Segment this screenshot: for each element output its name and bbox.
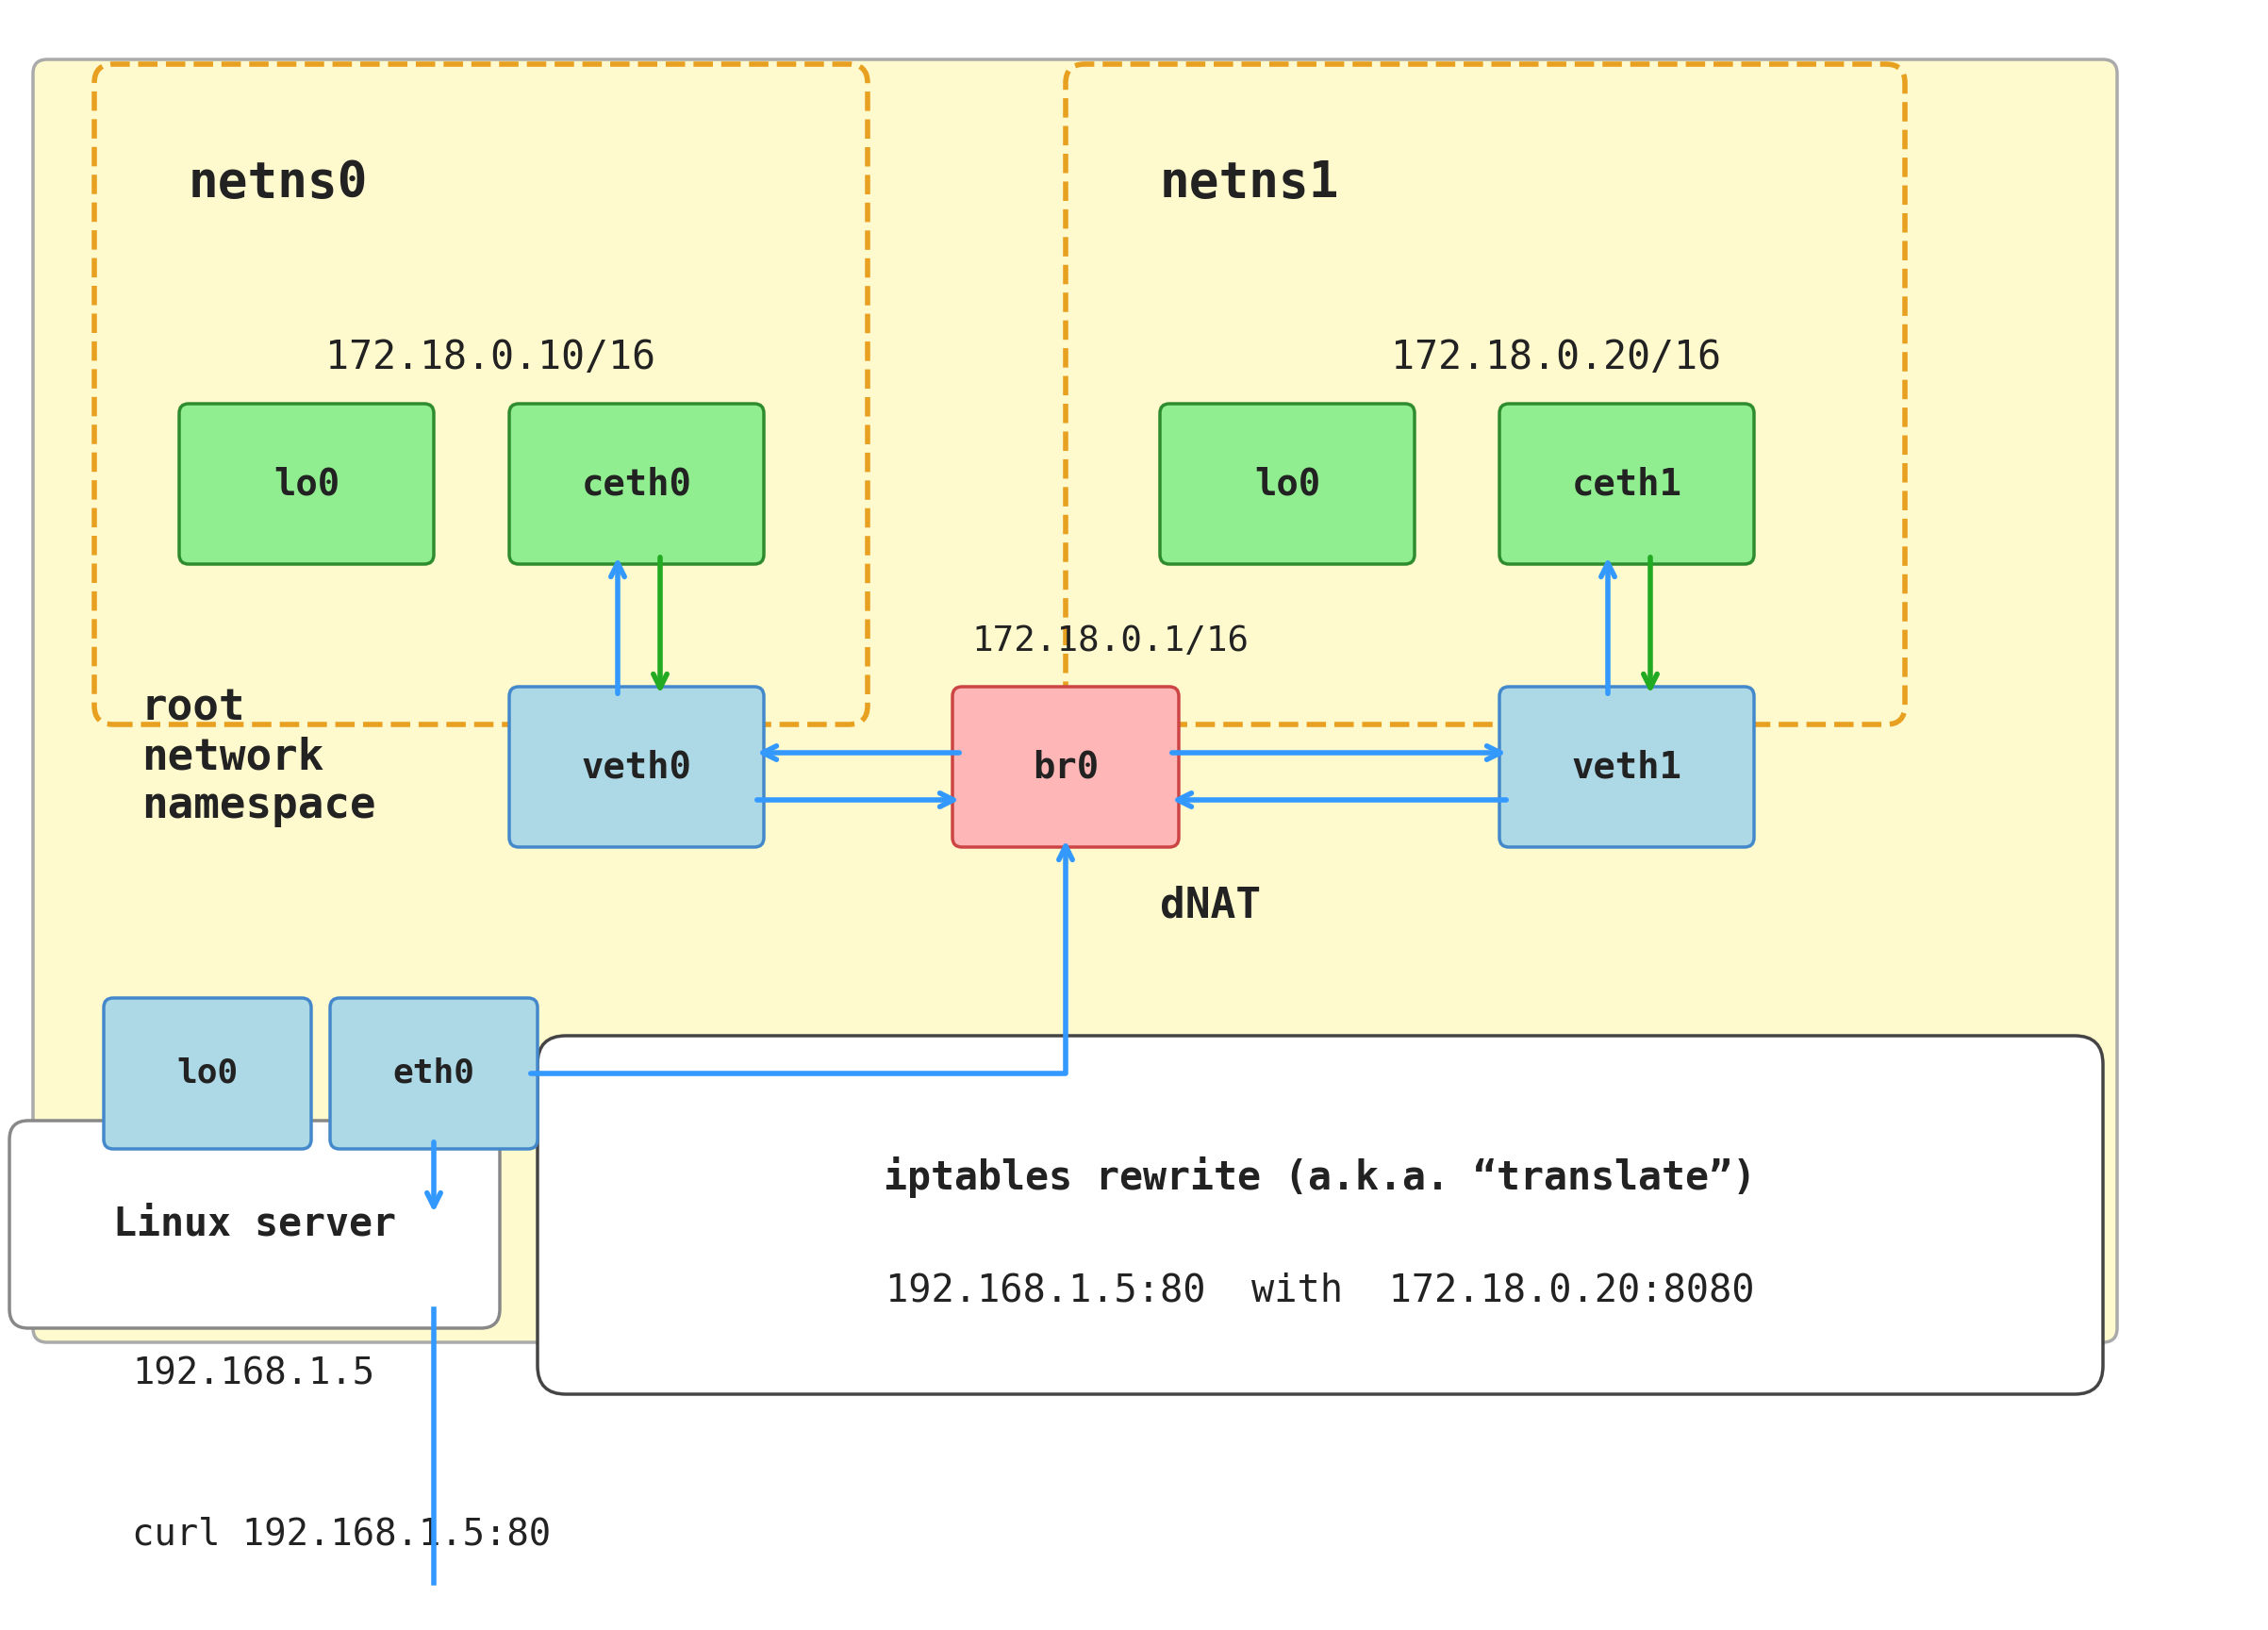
Text: dNAT: dNAT xyxy=(1159,885,1261,926)
Text: lo0: lo0 xyxy=(177,1058,238,1089)
FancyBboxPatch shape xyxy=(953,686,1179,848)
FancyBboxPatch shape xyxy=(538,1035,2102,1394)
FancyBboxPatch shape xyxy=(1499,404,1753,564)
Text: veth1: veth1 xyxy=(1572,748,1683,784)
FancyBboxPatch shape xyxy=(331,998,538,1149)
Text: ceth1: ceth1 xyxy=(1572,466,1683,502)
Text: 192.168.1.5: 192.168.1.5 xyxy=(132,1356,374,1392)
Text: 172.18.0.20/16: 172.18.0.20/16 xyxy=(1390,337,1721,377)
Text: curl 192.168.1.5:80: curl 192.168.1.5:80 xyxy=(132,1518,551,1553)
FancyBboxPatch shape xyxy=(1159,404,1415,564)
Text: 172.18.0.1/16: 172.18.0.1/16 xyxy=(971,624,1250,659)
Text: ceth0: ceth0 xyxy=(581,466,692,502)
Text: 172.18.0.10/16: 172.18.0.10/16 xyxy=(324,337,655,377)
FancyBboxPatch shape xyxy=(1499,686,1753,848)
FancyBboxPatch shape xyxy=(104,998,311,1149)
FancyBboxPatch shape xyxy=(510,404,764,564)
Text: root
network
namespace: root network namespace xyxy=(141,686,376,828)
FancyBboxPatch shape xyxy=(179,404,433,564)
Text: netns0: netns0 xyxy=(188,158,367,207)
Text: iptables rewrite (a.k.a. “translate”): iptables rewrite (a.k.a. “translate”) xyxy=(885,1156,1755,1198)
FancyBboxPatch shape xyxy=(34,59,2116,1341)
Text: veth0: veth0 xyxy=(581,748,692,784)
Text: br0: br0 xyxy=(1032,748,1098,784)
Text: Linux server: Linux server xyxy=(113,1205,397,1244)
Text: lo0: lo0 xyxy=(1254,466,1320,502)
Text: netns1: netns1 xyxy=(1159,158,1340,207)
Text: 192.168.1.5:80  with  172.18.0.20:8080: 192.168.1.5:80 with 172.18.0.20:8080 xyxy=(887,1271,1755,1309)
Text: lo0: lo0 xyxy=(274,466,340,502)
FancyBboxPatch shape xyxy=(510,686,764,848)
FancyBboxPatch shape xyxy=(9,1121,499,1328)
Text: eth0: eth0 xyxy=(392,1058,474,1089)
